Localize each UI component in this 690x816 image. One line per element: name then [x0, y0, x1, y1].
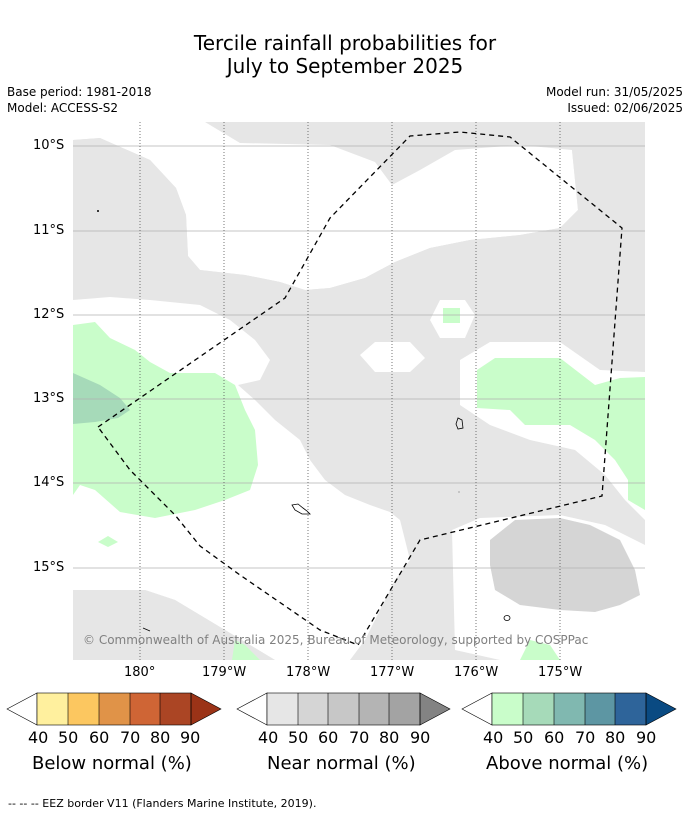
legend-swatch	[523, 693, 554, 725]
lon-label-180: 180°	[124, 665, 156, 680]
legend-above-normal	[461, 692, 677, 726]
lon-label-177w: 177°W	[370, 665, 415, 680]
above-normal-50-area	[73, 373, 130, 424]
tick: 60	[89, 728, 110, 747]
title-line-1: Tercile rainfall probabilities for	[193, 31, 497, 55]
tick: 90	[180, 728, 201, 747]
no-signal-patch-2	[360, 342, 425, 372]
legend-below-normal	[6, 692, 222, 726]
lat-label-12s: 12°S	[33, 307, 65, 322]
tick: 50	[288, 728, 309, 747]
legend-swatch	[37, 693, 68, 725]
lat-label-10s: 10°S	[33, 138, 65, 153]
latitude-gridlines	[73, 145, 645, 569]
legend-caption-above: Above normal (%)	[486, 753, 649, 774]
tick: 40	[483, 728, 504, 747]
copyright-notice: © Commonwealth of Australia 2025, Bureau…	[83, 633, 589, 647]
above-normal-patch	[443, 308, 460, 323]
tick: 50	[513, 728, 534, 747]
legend-swatch	[160, 693, 191, 725]
lat-label-11s: 11°S	[33, 223, 65, 238]
lat-label-14s: 14°S	[33, 475, 65, 490]
legend-swatch	[359, 693, 389, 725]
lat-label-15s: 15°S	[33, 560, 65, 575]
legend-swatch	[190, 692, 222, 726]
island-dot	[97, 210, 99, 212]
issued-date: Issued: 02/06/2025	[567, 101, 683, 115]
tick: 90	[636, 728, 657, 747]
lon-label-175w: 175°W	[538, 665, 583, 680]
legend-swatch	[267, 693, 298, 725]
legend-swatch	[99, 693, 130, 725]
above-normal-area-east	[477, 358, 645, 510]
legend-caption-below: Below normal (%)	[32, 753, 192, 774]
base-period: Base period: 1981-2018	[7, 85, 152, 99]
lat-label-13s: 13°S	[33, 391, 65, 406]
legend-swatch	[615, 693, 646, 725]
tick: 80	[605, 728, 626, 747]
legend-caption-near: Near normal (%)	[267, 753, 416, 774]
tick: 90	[410, 728, 431, 747]
lon-label-178w: 178°W	[286, 665, 331, 680]
above-normal-south-2	[520, 640, 560, 660]
near-normal-50-area	[490, 518, 640, 612]
above-normal-area-west	[73, 322, 258, 518]
tick: 60	[544, 728, 565, 747]
tick: 60	[318, 728, 339, 747]
island-dot-2	[458, 491, 460, 493]
legend-near-normal	[236, 692, 451, 726]
tick: 70	[120, 728, 141, 747]
legend-swatch	[585, 693, 615, 725]
near-normal-sw	[73, 590, 275, 660]
legend-swatch	[68, 693, 99, 725]
near-normal-band	[73, 138, 645, 345]
above-normal-south-1	[232, 640, 260, 660]
lon-label-179w: 179°W	[202, 665, 247, 680]
legend-swatch	[389, 693, 420, 725]
tick: 70	[575, 728, 596, 747]
legend-swatch	[645, 692, 677, 726]
tick: 70	[349, 728, 370, 747]
no-signal-area-north	[73, 122, 578, 290]
eez-footnote: -- -- -- EEZ border V11 (Flanders Marine…	[8, 797, 317, 810]
lon-label-176w: 176°W	[454, 665, 499, 680]
map-field	[73, 122, 645, 660]
model-run: Model run: 31/05/2025	[545, 85, 683, 99]
legend-swatch	[419, 692, 451, 726]
tick: 80	[150, 728, 171, 747]
tick: 40	[258, 728, 279, 747]
legend-swatch	[492, 693, 523, 725]
legend-swatch	[130, 693, 160, 725]
legend-swatch	[328, 693, 359, 725]
island-outlines	[142, 417, 511, 632]
above-normal-speck	[98, 536, 118, 547]
legend-swatch	[554, 693, 585, 725]
tick: 80	[379, 728, 400, 747]
legend-swatch	[298, 693, 328, 725]
tick: 40	[28, 728, 49, 747]
tick: 50	[58, 728, 79, 747]
model-name: Model: ACCESS-S2	[7, 101, 119, 115]
title-line-2: July to September 2025	[226, 54, 464, 78]
